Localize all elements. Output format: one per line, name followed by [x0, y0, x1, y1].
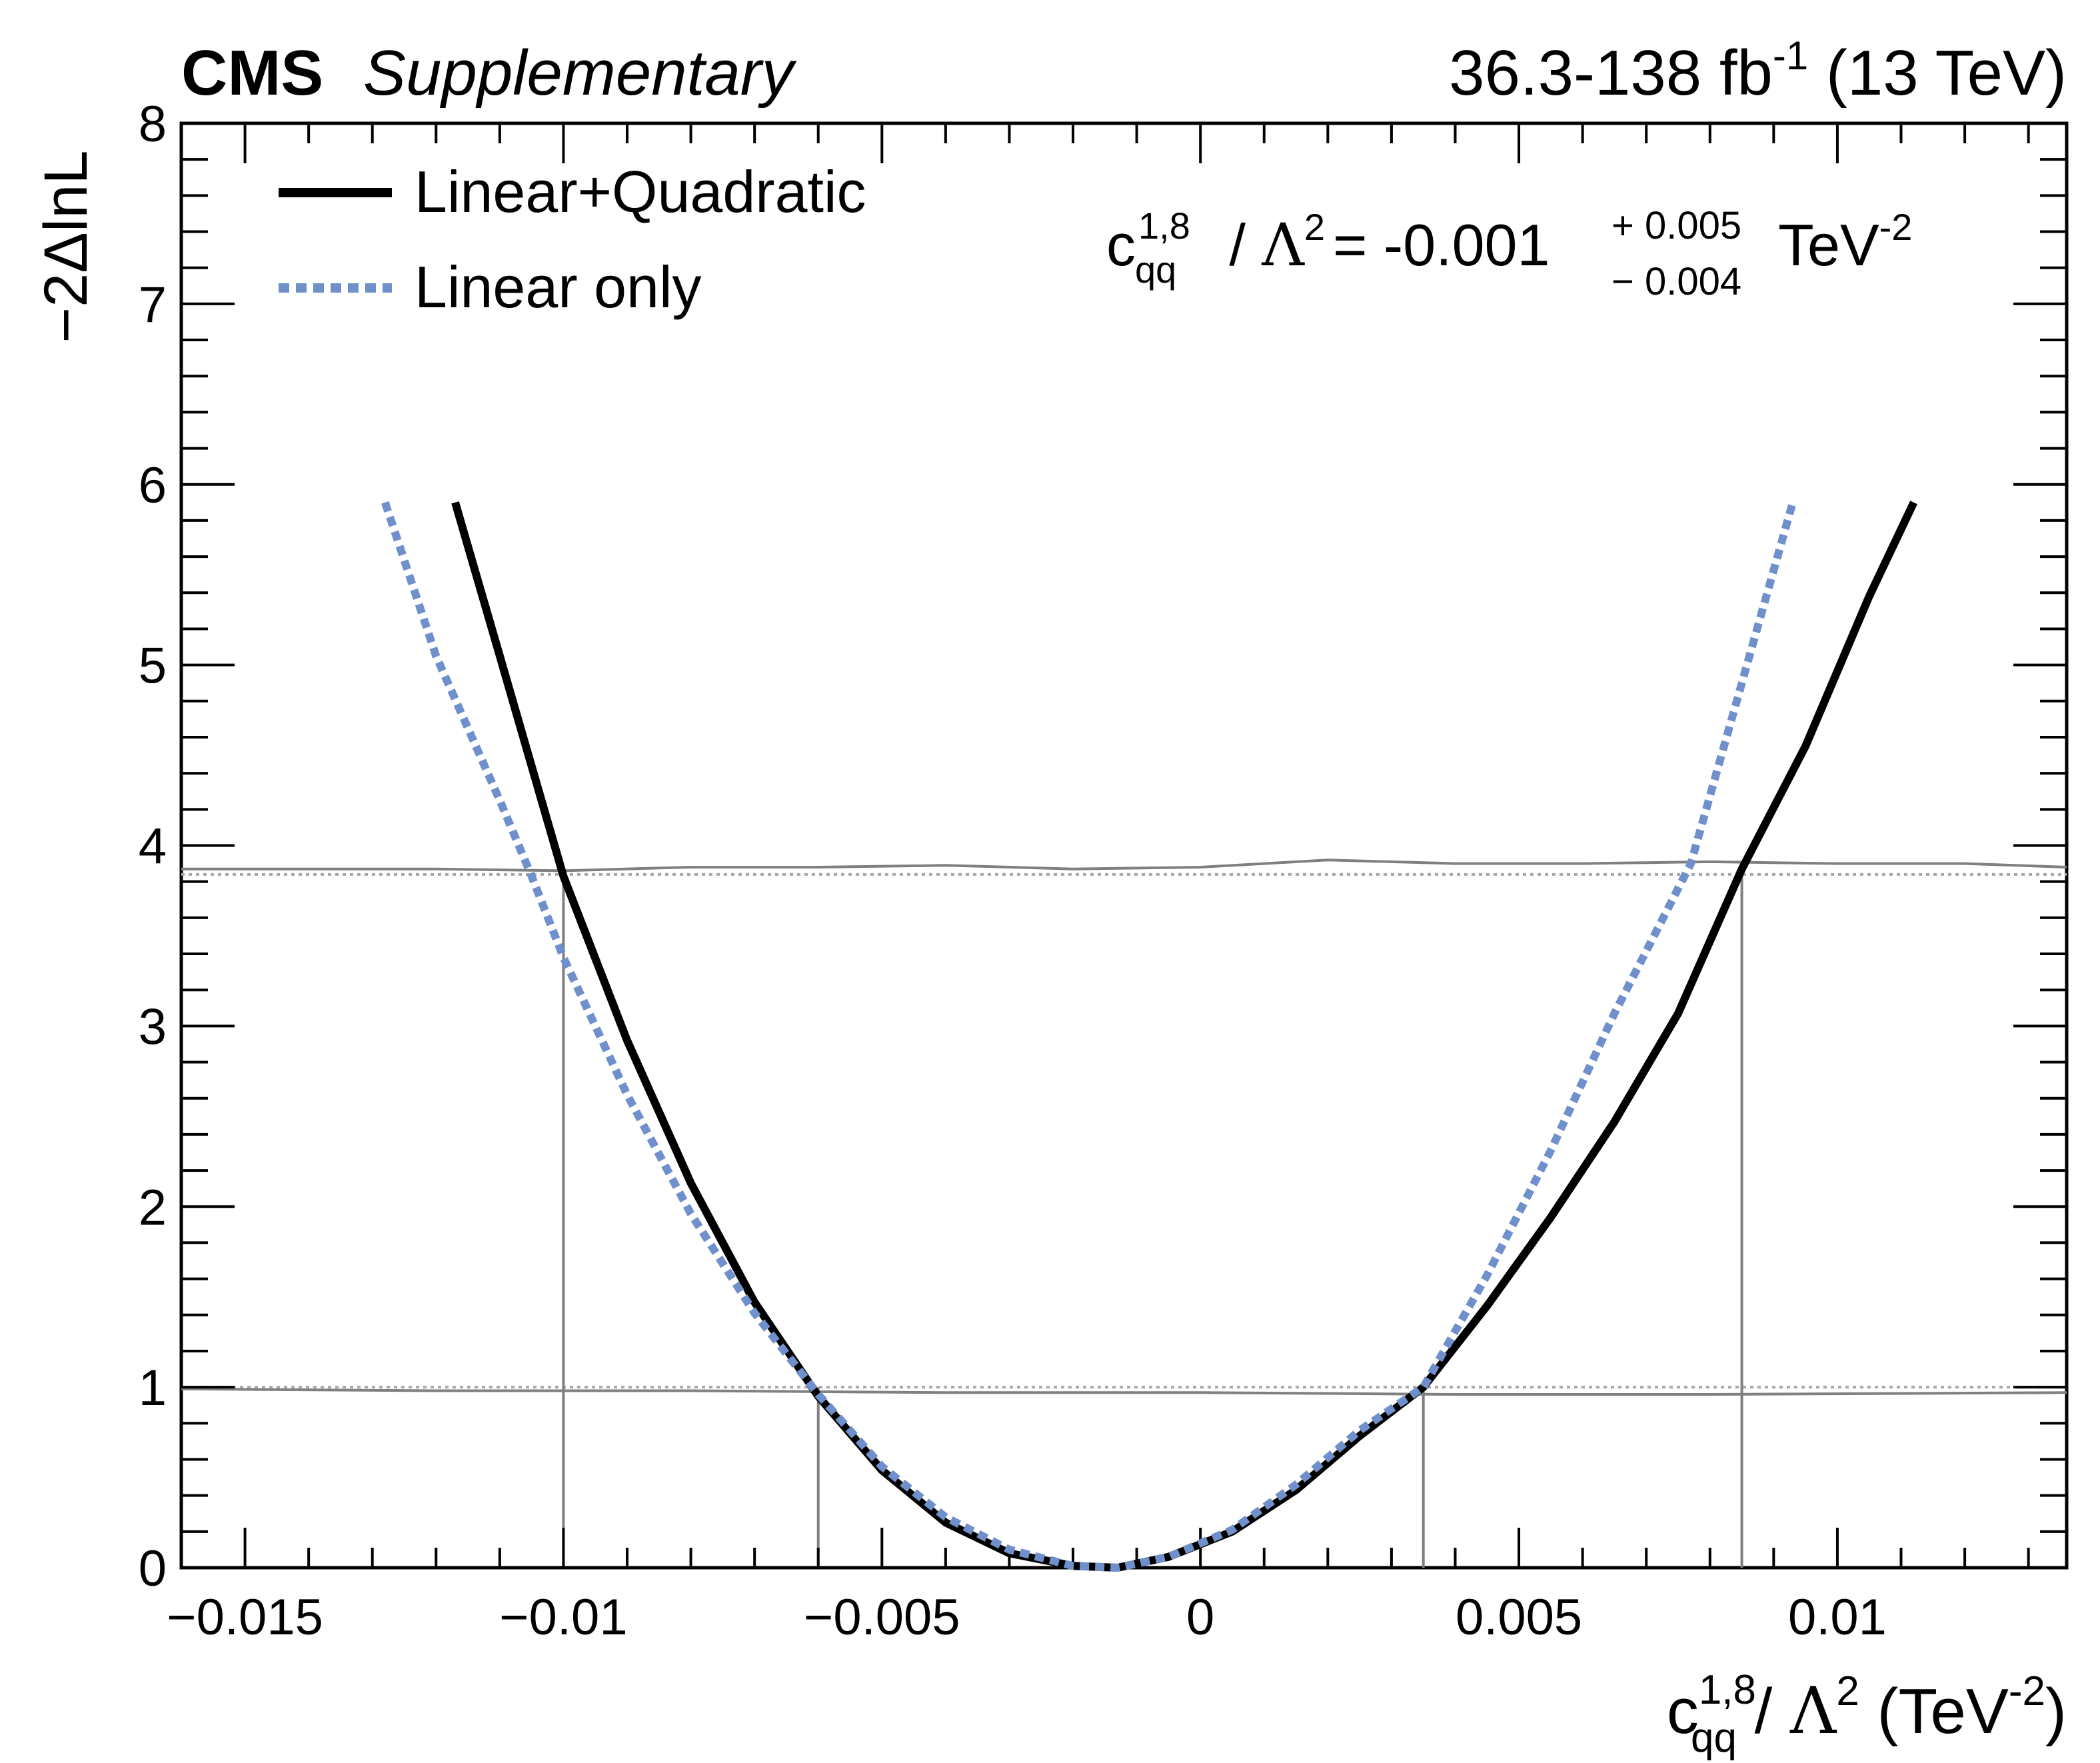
axis-ticks [180, 122, 2067, 1569]
tag-label: Supplementary [363, 37, 797, 109]
result-error-up: + 0.005 [1611, 204, 1741, 247]
result-unit: TeV-2 [1778, 206, 1912, 278]
reference-lines [181, 859, 2067, 1568]
series-layer [381, 501, 1918, 1572]
x-tick-label: 0 [1186, 1589, 1214, 1646]
y-tick-label: 1 [139, 1360, 167, 1416]
y-tick-label: 8 [139, 96, 167, 153]
plot-frame [179, 121, 2069, 1570]
legend-label-linonly: Linear only [415, 254, 702, 320]
series-line-linear-only [381, 501, 1797, 1572]
x-tick-label: −0.01 [499, 1589, 627, 1646]
x-tick-label: −0.015 [167, 1589, 323, 1646]
x-tick-label: 0.005 [1456, 1589, 1582, 1646]
legend: Linear+Quadratic Linear only [279, 159, 866, 320]
y-tick-label: 2 [139, 1179, 167, 1236]
y-tick-label: 5 [139, 638, 167, 695]
result-annotation: c1,8 qq / Λ2 = -0.001 [1106, 205, 1550, 291]
y-tick-label: 7 [139, 277, 167, 333]
experiment-label: CMS [181, 37, 323, 109]
y-tick-label: 6 [139, 457, 167, 514]
tick-labels: −0.015 −0.01 −0.005 0 0.005 0.01 0 1 2 3 4 5 6 7 8 [139, 96, 1887, 1646]
y-tick-label: 4 [139, 819, 167, 875]
threshold-profile-line-1 [181, 1387, 2067, 1396]
y-axis-title: −2ΔlnL [32, 150, 100, 343]
result-error-down: − 0.004 [1611, 260, 1741, 303]
y-tick-label: 0 [139, 1540, 167, 1597]
legend-label-linquad: Linear+Quadratic [415, 159, 866, 225]
x-tick-label: 0.01 [1788, 1589, 1887, 1646]
threshold-profile-line-0 [181, 859, 2067, 873]
x-axis-title: c1,8 qq / Λ2 (TeV-2) [1667, 1667, 2067, 1761]
x-tick-label: −0.005 [804, 1589, 960, 1646]
luminosity-label: 36.3-138 fb-1 (13 TeV) [1449, 33, 2067, 109]
y-tick-label: 3 [139, 998, 167, 1055]
series-line-linear-quadratic [451, 501, 1918, 1572]
result-separator: / [1213, 212, 1262, 278]
